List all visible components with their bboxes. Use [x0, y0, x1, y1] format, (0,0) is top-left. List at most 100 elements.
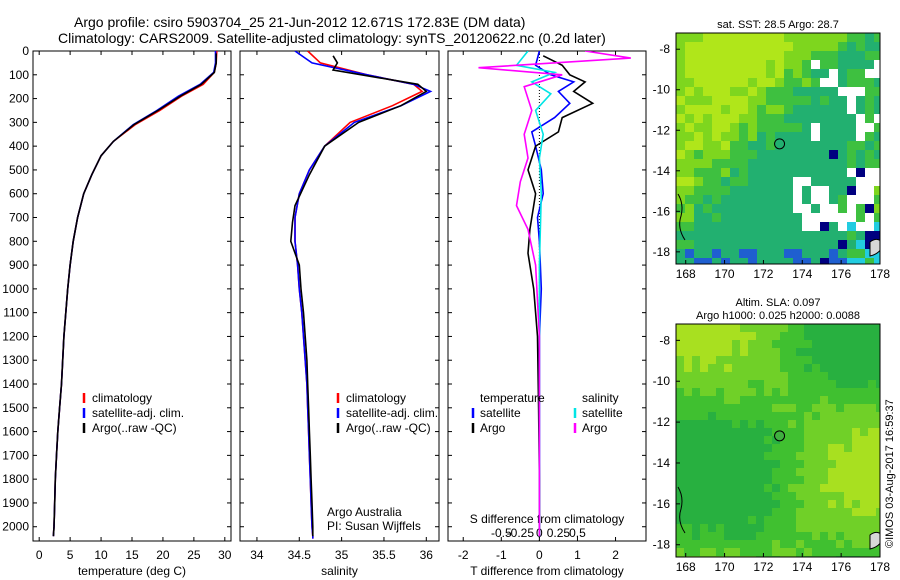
map-cell [820, 372, 828, 380]
map-cell [756, 348, 764, 356]
map-cell [676, 141, 685, 150]
map-cell [828, 404, 836, 412]
map-cell [772, 532, 780, 540]
map-y-tick-label: -14 [653, 164, 671, 178]
map-cell [812, 332, 820, 340]
map-cell [868, 332, 876, 340]
argo-position-marker [774, 430, 786, 442]
map-cell [820, 141, 829, 150]
figure-title-line2: Climatology: CARS2009. Satellite-adjuste… [58, 30, 606, 46]
map-cell [838, 42, 847, 51]
map-cell [739, 69, 748, 78]
map-cell [740, 324, 748, 332]
map-cell [692, 444, 700, 452]
map-cell [865, 96, 874, 105]
map-cell [748, 508, 756, 516]
map-cell [811, 249, 820, 258]
map-cell [874, 204, 880, 213]
map-cell [820, 508, 828, 516]
map-cell [756, 444, 764, 452]
map-cell [860, 452, 868, 460]
map-cell [788, 524, 796, 532]
map-cell [784, 87, 793, 96]
map-cell [836, 396, 844, 404]
map-cell [820, 484, 828, 492]
map-cell [852, 436, 860, 444]
map-cell [708, 380, 716, 388]
map-cell [812, 540, 820, 548]
map-cell [847, 33, 856, 42]
map-cell [764, 468, 772, 476]
map-cell [730, 177, 739, 186]
map-cell [740, 388, 748, 396]
map-cell [721, 51, 730, 60]
map-cell [838, 159, 847, 168]
map-cell [788, 420, 796, 428]
map-cell [844, 468, 852, 476]
map-cell [860, 388, 868, 396]
map-cell [844, 380, 852, 388]
map-cell [829, 258, 838, 264]
map-cell [721, 195, 730, 204]
map-cell [793, 186, 802, 195]
map-cell [838, 69, 847, 78]
map-cell [766, 204, 775, 213]
map-cell [692, 396, 700, 404]
map-cell [874, 177, 880, 186]
map-cell [804, 372, 812, 380]
map-cell [780, 380, 788, 388]
series-group [52, 51, 218, 537]
map-cell [739, 78, 748, 87]
map-cell [766, 87, 775, 96]
map-cell [676, 177, 685, 186]
map-cell [820, 69, 829, 78]
map-cell [820, 195, 829, 204]
map-cell [852, 380, 860, 388]
map-cell [796, 396, 804, 404]
map-cell [860, 516, 868, 524]
map-cell [724, 420, 732, 428]
map-cell [844, 388, 852, 396]
map-cell [860, 324, 868, 332]
map-cell [703, 78, 712, 87]
map-cell [757, 195, 766, 204]
map-cell [852, 540, 860, 548]
map-cell [694, 60, 703, 69]
map-cell [748, 484, 756, 492]
map-cell [676, 476, 684, 484]
map-cell [828, 484, 836, 492]
x-tick-label: 15 [125, 548, 139, 562]
map-cell [852, 356, 860, 364]
map-cell [820, 42, 829, 51]
map-cell [739, 42, 748, 51]
x-axis-label: salinity [321, 564, 358, 578]
map-cell [716, 540, 724, 548]
map-cell [724, 492, 732, 500]
map-cell [860, 532, 868, 540]
map-cell [811, 96, 820, 105]
map-cell [732, 412, 740, 420]
map-cell [676, 51, 685, 60]
map-cell [676, 444, 684, 452]
map-cell [721, 123, 730, 132]
x-tick-label: 35 [335, 548, 349, 562]
map-cell [828, 492, 836, 500]
map-cell [856, 96, 865, 105]
s-tick-label: 0.5 [569, 526, 586, 540]
map-cell [700, 516, 708, 524]
x-axis-label: T difference from climatology [470, 564, 624, 578]
map-cell [676, 249, 685, 258]
map-cell [732, 540, 740, 548]
y-tick-label: 900 [9, 258, 29, 272]
map-cell [708, 516, 716, 524]
map-cell [820, 324, 828, 332]
map-cell [724, 388, 732, 396]
map-cell [748, 78, 757, 87]
map-cell [868, 484, 876, 492]
map-cell [716, 420, 724, 428]
map-cell [829, 213, 838, 222]
map-cell [847, 168, 856, 177]
map-cell [868, 380, 876, 388]
map-cell [812, 388, 820, 396]
map-cell [820, 240, 829, 249]
